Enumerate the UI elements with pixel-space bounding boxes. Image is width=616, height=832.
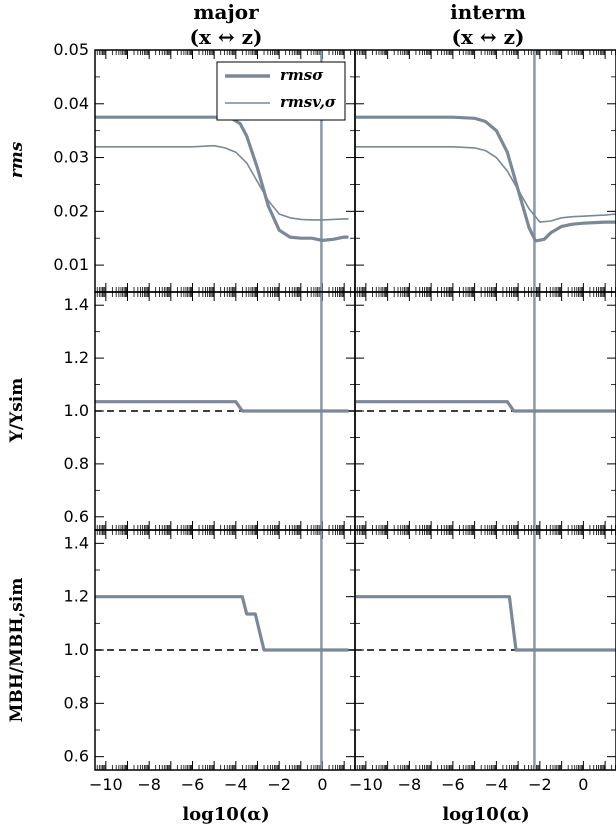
panel-mbh_interm: −10 −8 −6 −4 −2 0: [349, 529, 616, 794]
panel-frame: [354, 49, 616, 293]
panel-rms_interm: [354, 49, 616, 293]
x-tick-label: −6: [181, 775, 205, 794]
ylabel-mbh-ratio: MBH/MBH,sim: [7, 578, 27, 723]
y-tick-label: 1.0: [64, 401, 89, 420]
y-tick-label: 1.0: [64, 640, 89, 659]
x-tick-label: −10: [349, 775, 383, 794]
y-tick-label: 0.05: [53, 40, 89, 59]
panel-ml_major: 0.6 0.8 1.0 1.2 1.4: [64, 291, 356, 531]
panels-group: 0.010.020.030.040.050.60.81.01.21.40.60.…: [53, 40, 616, 794]
x-tick-label: −8: [398, 775, 422, 794]
series-line-rms-sigma: [355, 115, 616, 243]
x-tick-label: −8: [137, 775, 161, 794]
y-tick-label: 0.01: [53, 255, 89, 274]
y-tick-label: 0.03: [53, 148, 89, 167]
y-tick-label: 0.6: [64, 747, 89, 766]
y-tick-label: 0.6: [64, 507, 89, 526]
y-tick-label: 1.2: [64, 587, 89, 606]
series-line-rms-sigma: [355, 400, 616, 413]
series-line-rms-sigma: [95, 400, 349, 413]
legend-label-rms-sigma: rmsσ: [280, 66, 324, 84]
x-tick-label: −4: [485, 775, 509, 794]
series-line-rms-v-sigma: [355, 146, 616, 223]
ylabel-ml-ratio: Υ/Υsim: [7, 378, 27, 444]
legend-label-rms-v-sigma: rmsv,σ: [280, 93, 337, 111]
col-title-major-line1: major: [193, 0, 259, 24]
y-tick-label: 0.8: [64, 454, 89, 473]
y-tick-label: 1.2: [64, 348, 89, 367]
x-tick-label: −10: [89, 775, 123, 794]
x-tick-label: −4: [224, 775, 248, 794]
col-title-major-line2: (x ↔ z): [190, 25, 263, 49]
y-tick-label: 1.4: [64, 295, 89, 314]
x-tick-label: −2: [528, 775, 552, 794]
series-line-rms-v-sigma: [95, 144, 349, 221]
y-tick-label: 0.8: [64, 693, 89, 712]
xlabel-major: log10(α): [182, 804, 269, 825]
x-tick-label: −6: [441, 775, 465, 794]
x-tick-label: −2: [267, 775, 291, 794]
col-title-interm-line2: (x ↔ z): [452, 25, 525, 49]
series-line-rms-sigma: [95, 115, 349, 242]
y-tick-label: 0.04: [53, 94, 89, 113]
xlabel-interm: log10(α): [442, 804, 529, 825]
ylabel-rms: rms: [7, 141, 27, 178]
series-line-rms-sigma: [95, 595, 349, 652]
legend-box: [216, 61, 346, 121]
x-tick-label: 0: [317, 775, 327, 794]
col-title-interm-line1: interm: [450, 0, 526, 24]
y-tick-label: 0.02: [53, 201, 89, 220]
panel-mbh_major: 0.6 0.8 1.0 1.2 1.4 −10 −8 −6 −4 −2 0: [64, 529, 356, 794]
series-line-rms-sigma: [355, 595, 616, 652]
x-tick-label: 0: [578, 775, 588, 794]
panel-ml_interm: [354, 291, 616, 531]
y-tick-label: 1.4: [64, 533, 89, 552]
panel-frame: [354, 529, 616, 771]
legend: rmsσ rmsv,σ: [216, 61, 346, 121]
